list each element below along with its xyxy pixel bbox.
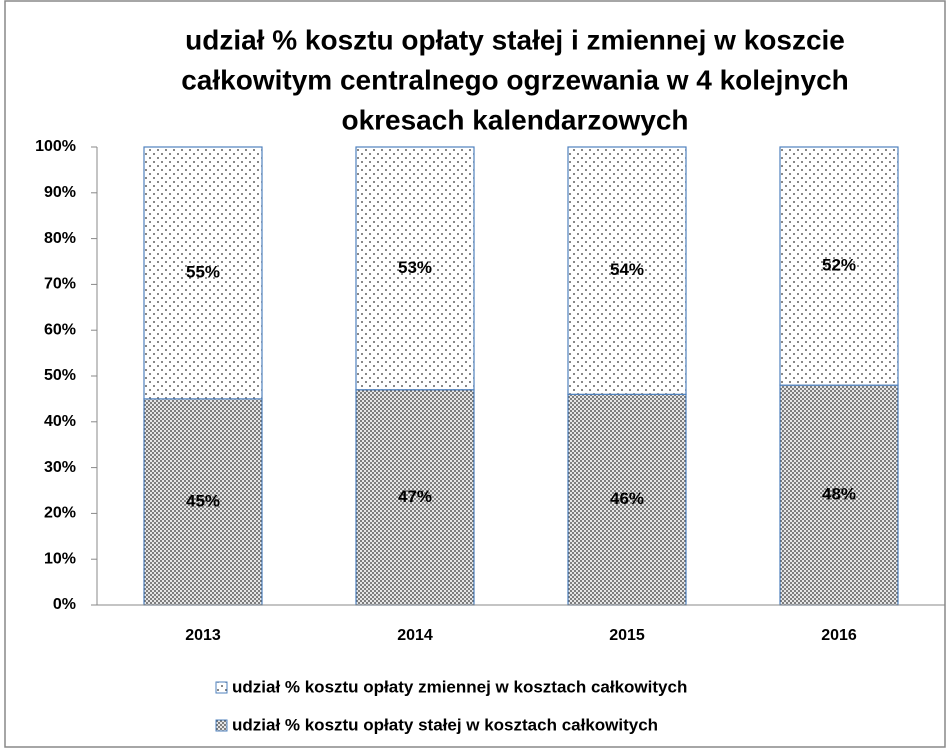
data-label: 47% bbox=[398, 487, 432, 506]
y-tick-label: 100% bbox=[35, 138, 76, 155]
y-tick-label: 80% bbox=[44, 230, 76, 247]
legend-label: udział % kosztu opłaty stałej w kosztach… bbox=[232, 715, 658, 734]
data-label: 48% bbox=[822, 485, 856, 504]
bar-segment bbox=[143, 146, 263, 400]
y-tick-label: 10% bbox=[44, 550, 76, 567]
y-tick-label: 20% bbox=[44, 505, 76, 522]
bar-segment bbox=[355, 389, 475, 606]
legend-swatch bbox=[215, 719, 228, 732]
y-tick-label: 90% bbox=[44, 184, 76, 201]
chart-border bbox=[4, 0, 946, 748]
y-tick-label: 70% bbox=[44, 276, 76, 293]
x-tick-label: 2016 bbox=[821, 627, 857, 644]
bar-segment bbox=[567, 146, 687, 395]
data-label: 46% bbox=[610, 489, 644, 508]
bar-segment bbox=[567, 393, 687, 606]
x-tick-label: 2013 bbox=[185, 627, 221, 644]
legend-swatch bbox=[215, 681, 228, 694]
y-tick-label: 60% bbox=[44, 321, 76, 338]
data-label: 53% bbox=[398, 258, 432, 277]
bar-segment bbox=[779, 146, 899, 386]
data-label: 52% bbox=[822, 256, 856, 275]
y-tick-label: 30% bbox=[44, 459, 76, 476]
bar-segment bbox=[779, 384, 899, 606]
legend-label: udział % kosztu opłaty zmiennej w koszta… bbox=[232, 677, 687, 696]
data-label: 45% bbox=[186, 491, 220, 510]
y-tick-label: 40% bbox=[44, 413, 76, 430]
data-label: 55% bbox=[186, 262, 220, 281]
chart-title: całkowitym centralnego ogrzewania w 4 ko… bbox=[181, 64, 849, 95]
chart-title: udział % kosztu opłaty stałej i zmiennej… bbox=[185, 24, 845, 55]
y-tick-label: 50% bbox=[44, 367, 76, 384]
data-label: 54% bbox=[610, 260, 644, 279]
bar-segment bbox=[143, 398, 263, 606]
x-tick-label: 2015 bbox=[609, 627, 645, 644]
y-tick-label: 0% bbox=[53, 596, 76, 613]
chart-title: okresach kalendarzowych bbox=[341, 104, 688, 135]
x-tick-label: 2014 bbox=[397, 627, 433, 644]
bar-segment bbox=[355, 146, 475, 391]
